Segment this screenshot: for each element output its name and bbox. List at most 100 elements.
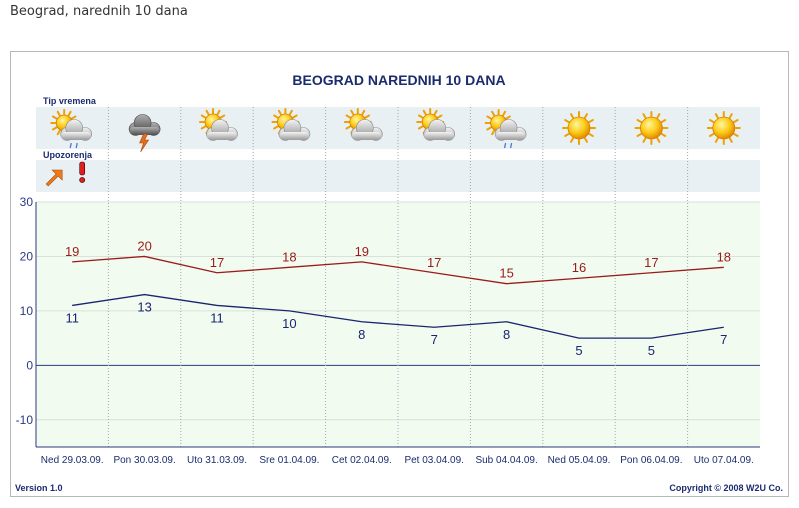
wind-arrow [45,169,63,187]
partly-cloudy-rain-icon [484,109,527,149]
sun-ray [436,114,443,119]
sun-ray [502,110,507,117]
thunderstorm-icon [128,114,161,153]
label-layer: 30 20 10 0 -10 Ned 29.03.09. Pon 30.03.09. Uto … [16,195,754,466]
sun-ray [564,119,570,123]
forecast-chart: BEOGRAD NAREDNIH 10 DANA Tip vremena Upo… [15,72,783,493]
warnings-row-label: Upozorenja [43,150,93,160]
sun-ray [219,114,226,119]
sun-ray [588,119,594,123]
weather-icons [50,108,741,153]
sun-ray [51,126,58,131]
copyright-label: Copyright © 2008 W2U Co. [669,483,783,493]
x-tick-label: Uto 31.03.09. [187,455,247,466]
sun-ray [733,133,739,137]
exclamation-bar [79,161,85,176]
cloud-base [207,132,237,140]
high-temp-label: 17 [644,255,658,270]
cloud-base [495,132,526,140]
sun-ray [361,109,366,116]
sun-ray [51,115,58,120]
x-tick-label: Pon 06.04.09. [620,455,682,466]
low-temp-label: 5 [648,343,655,358]
x-tick-label: Pet 03.04.09. [404,455,464,466]
low-temp-label: 7 [431,332,438,347]
sun-disc [712,116,736,140]
version-label: Version 1.0 [15,483,63,493]
sun-ray [642,137,647,143]
sun-ray [56,110,61,117]
partly-cloudy-icon [199,108,238,141]
high-temp-label: 20 [137,238,151,253]
cloud-base [61,132,92,140]
sun-ray [570,113,574,119]
low-temp-label: 11 [210,310,224,325]
sun-ray [345,125,352,130]
x-tick-label: Sub 04.04.09. [475,455,537,466]
low-temp-label: 8 [358,327,365,342]
sun-ray [345,114,352,119]
sun-ray [277,109,282,116]
sun-ray [584,113,588,119]
sun-ray [491,129,496,136]
rain-drop [69,142,72,149]
warning-icons [45,161,86,187]
sun-ray [417,125,424,130]
page-heading: Beograd, narednih 10 dana [10,4,188,19]
cloud-base [351,132,382,140]
sun-ray [505,115,511,120]
sunny-icon [562,111,596,145]
sun-ray [656,113,661,119]
exclamation-dot [79,177,86,183]
low-temp-label: 10 [282,316,296,331]
sun-ray [642,113,647,119]
sun-ray [205,109,210,116]
high-temp-label: 19 [65,244,79,259]
sun-ray [56,129,61,136]
high-temp-label: 17 [210,255,224,270]
x-tick-label: Ned 29.03.09. [41,455,104,466]
sun-ray [216,109,221,116]
series-layer [72,255,724,339]
sun-ray [636,133,643,137]
sun-ray [273,114,279,119]
high-temp-label: 19 [355,244,369,259]
sun-disc [567,116,591,140]
rain-drop [509,142,513,149]
sun-ray [70,115,77,120]
sun-ray [656,137,661,143]
low-temp-line [72,293,724,339]
sun-ray [660,119,667,123]
cloud-base [424,132,455,140]
low-temp-label: 7 [720,332,727,347]
high-temp-label: 18 [282,249,296,264]
x-tick-label: Pon 30.03.09. [113,455,175,466]
x-tick-label: Uto 07.04.09. [694,455,754,466]
high-temp-label: 17 [427,255,441,270]
sun-ray [660,133,667,137]
grid-layer [35,107,760,448]
sun-ray [491,110,496,117]
wind-arrow-icon [45,169,63,187]
cloud-base [129,127,160,135]
x-tick-label: Ned 05.04.09. [548,455,611,466]
x-tick-label: Sre 01.04.09. [259,455,319,466]
y-tick-label: 10 [20,304,34,318]
x-tick-label: Cet 02.04.09. [332,455,392,466]
lightning-bolt [139,133,150,153]
sun-ray [288,109,293,116]
sun-ray [67,110,72,117]
sun-ray [584,137,588,143]
sun-ray [570,137,574,143]
high-temp-label: 15 [499,266,513,281]
sun-ray [200,125,207,130]
sun-ray [588,133,594,137]
sunny-icon [634,111,669,145]
low-temp-label: 13 [137,300,151,315]
sun-disc [640,116,663,140]
high-temp-line [72,255,724,285]
chart-frame: BEOGRAD NAREDNIH 10 DANA Tip vremena Upo… [10,51,789,497]
y-tick-label: 20 [20,249,34,263]
sunny-icon [706,111,741,145]
sun-ray [486,115,492,120]
